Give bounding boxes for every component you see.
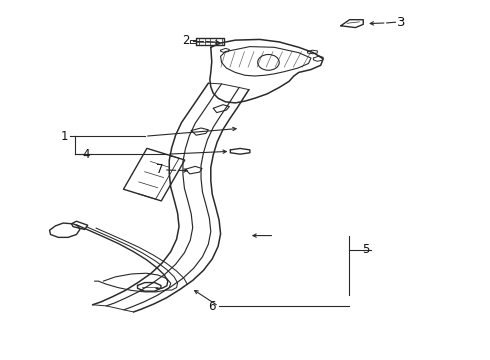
Text: 3: 3 (397, 16, 406, 29)
Text: 7: 7 (156, 163, 164, 176)
Text: 4: 4 (82, 148, 90, 161)
Text: 2: 2 (183, 34, 190, 48)
Text: 6: 6 (208, 300, 216, 313)
Text: 5: 5 (363, 243, 370, 256)
Text: 1: 1 (60, 130, 68, 143)
